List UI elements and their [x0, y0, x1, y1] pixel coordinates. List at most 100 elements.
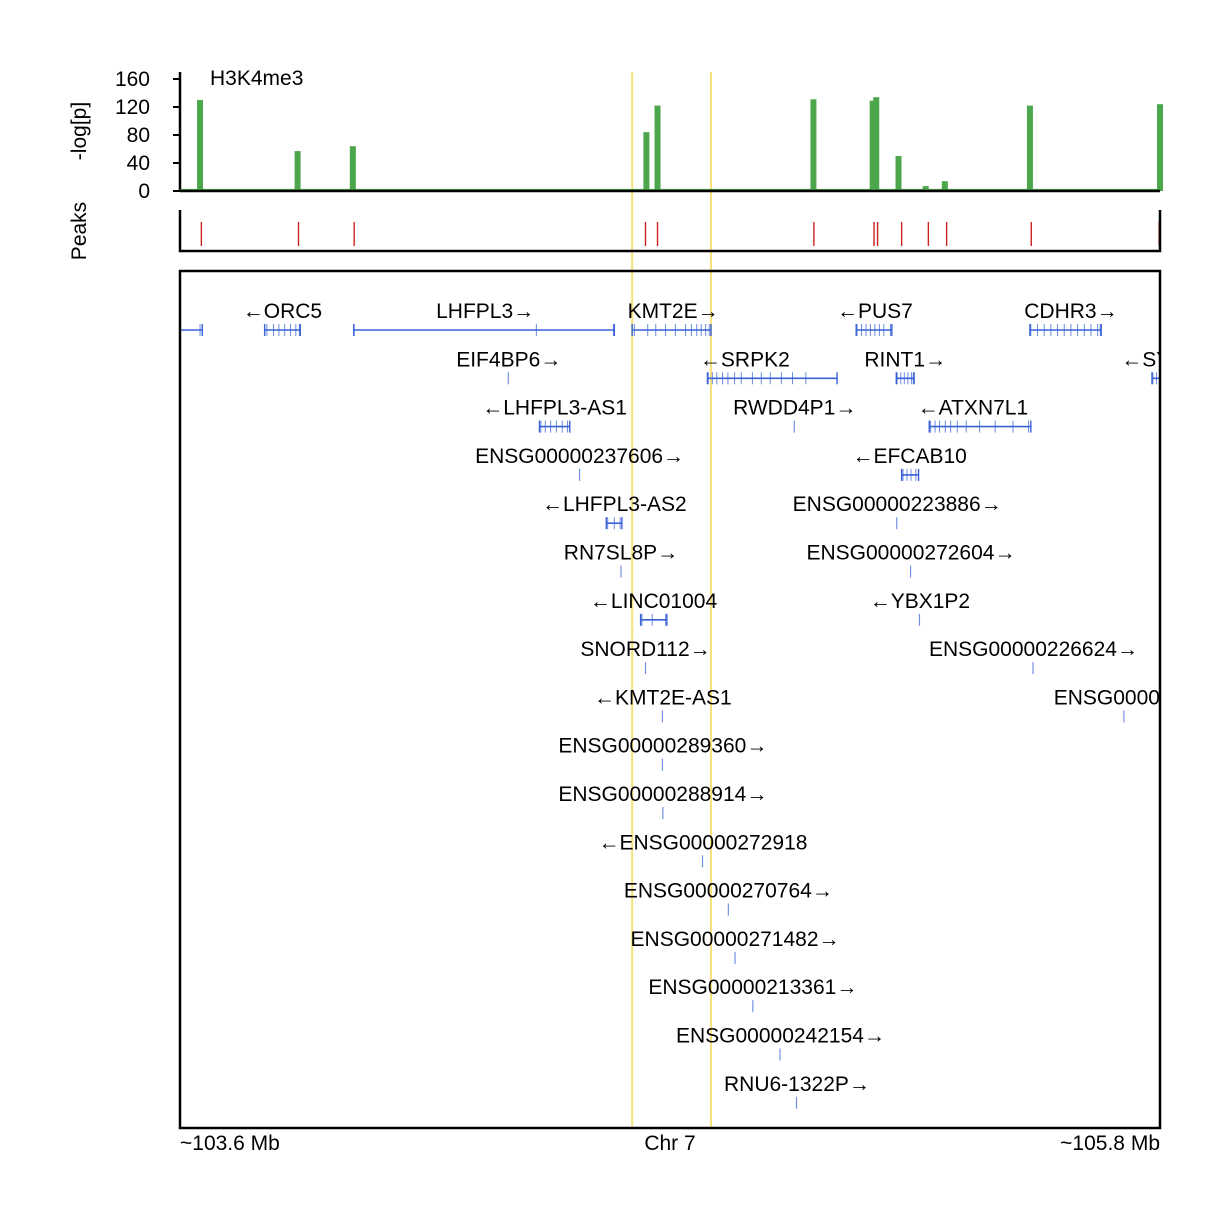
gene-label: ENSG00000242154→	[676, 1025, 885, 1048]
peaks-track-label: Peaks	[68, 202, 91, 260]
gene: ←YBX1P2	[870, 590, 970, 626]
gene-label: ←PUS7	[837, 300, 913, 323]
gene: RWDD4P1→	[733, 397, 856, 433]
x-left-label: ~103.6 Mb	[180, 1132, 280, 1155]
gene: ENSG00000270764→	[624, 880, 833, 916]
gene: LHFPL3→	[353, 300, 616, 336]
signal-peak-bar	[869, 100, 876, 191]
gene-label: KMT2E→	[628, 300, 719, 323]
peak-marks	[200, 222, 1160, 246]
gene: ←SY	[1121, 348, 1170, 385]
gene-label: CDHR3→	[1024, 300, 1117, 323]
gene: ←LINC01004	[590, 590, 718, 626]
gene: ENSG00000289360→	[558, 735, 767, 771]
highlight-bands	[631, 72, 712, 1128]
y-tick-label: 120	[115, 96, 150, 119]
gene-label: SNORD112→	[580, 638, 710, 661]
gene-label: ENSG00000213361→	[648, 976, 857, 999]
gene-label: ENSG00000223886→	[793, 493, 1002, 516]
gene: ←EFCAB10	[852, 445, 967, 481]
gene: ENSG00000226624→	[929, 638, 1138, 675]
gene-label: ENSG00000270764→	[624, 880, 833, 903]
gene: ENSG00000288914→	[558, 783, 767, 819]
gene-label: EIF4BP6→	[456, 348, 561, 371]
gene: SNORD112→	[580, 638, 711, 675]
gene-items: ←ORC5 LHFPL3→ KMT2E→ ←PUS7 CDHR3→ EIF4BP6→ ←SR…	[180, 300, 1170, 1109]
signal-peak-bar	[941, 181, 948, 191]
signal-peak-bar	[349, 146, 356, 191]
gene: ←LHFPL3-AS2	[542, 493, 687, 530]
signal-peak-bar	[810, 99, 817, 191]
signal-ylabel: -log[p]	[68, 102, 91, 160]
gene-label: ←ORC5	[243, 300, 322, 323]
gene: ←SRPK2	[700, 348, 838, 385]
y-tick-label: 40	[127, 152, 150, 175]
gene: ENSG00000242154→	[676, 1025, 885, 1061]
gene: ←ATXN7L1	[918, 397, 1032, 433]
signal-peak-bar	[654, 105, 661, 191]
signal-track: H3K4me3 -log[p] 0 40 80 120 160	[68, 67, 1163, 203]
gene: ENSG00000271482→	[631, 928, 840, 964]
gene-label: ←YBX1P2	[870, 590, 970, 613]
gene-label: ←LHFPL3-AS1	[482, 397, 627, 420]
panel-frames	[178, 189, 1162, 1130]
gene-track: ←ORC5 LHFPL3→ KMT2E→ ←PUS7 CDHR3→ EIF4BP6→ ←SR…	[180, 300, 1170, 1109]
gene-frame	[178, 269, 1162, 1130]
gene-label: ENSG00000226624→	[929, 638, 1138, 661]
gene: ←ENSG00000272918	[598, 831, 807, 868]
gene-label: ENSG00000289360→	[558, 735, 767, 758]
gene-label: RWDD4P1→	[733, 397, 856, 420]
signal-peak-bar	[1157, 104, 1163, 191]
y-tick-label: 80	[127, 124, 150, 147]
gene-label: RN7SL8P→	[564, 542, 678, 565]
gene: ENSG00000223886→	[793, 493, 1002, 530]
signal-peak-bar	[873, 97, 880, 191]
gene: ←PUS7	[837, 300, 913, 336]
y-tick-label: 0	[138, 180, 150, 203]
signal-peak-bar	[294, 151, 301, 191]
gene: ←LHFPL3-AS1	[482, 397, 627, 433]
gene: KMT2E→	[628, 300, 719, 336]
gene: CDHR3→	[1024, 300, 1118, 336]
signal-peak-bar	[895, 156, 902, 191]
gene-label: ←SRPK2	[700, 348, 790, 371]
gene-label: ENSG00000237606→	[475, 445, 684, 468]
gene-label: ENSG00000288914→	[558, 783, 767, 806]
signal-y-axis: 0 40 80 120 160	[115, 68, 182, 203]
x-center-label: Chr 7	[644, 1132, 695, 1155]
gene: EIF4BP6→	[456, 348, 561, 385]
signal-peak-bar	[922, 186, 929, 191]
signal-peak-bar	[197, 100, 204, 191]
peaks-frame	[178, 210, 1162, 253]
gene: ENSG00000213361→	[648, 976, 857, 1013]
gene-label: LHFPL3→	[436, 300, 534, 323]
gene: ←ORC5	[180, 300, 322, 336]
signal-bars	[180, 97, 1163, 191]
gene-label: RINT1→	[864, 348, 946, 371]
gene: ←KMT2E-AS1	[594, 686, 732, 723]
gene-label: ←SY	[1121, 348, 1170, 371]
gene: ENSG0000028	[1054, 686, 1160, 723]
gene	[263, 324, 301, 336]
gene: ENSG00000272604→	[806, 542, 1015, 578]
gene-label: ←ATXN7L1	[918, 397, 1029, 420]
gene-label: ←ENSG00000272918	[598, 831, 807, 854]
gene-label: ←LINC01004	[590, 590, 718, 613]
gene-label: ←EFCAB10	[852, 445, 966, 468]
gene: ENSG00000237606→	[475, 445, 684, 481]
x-right-label: ~105.8 Mb	[1060, 1132, 1160, 1155]
y-tick-label: 160	[115, 68, 150, 91]
gene-label: ←LHFPL3-AS2	[542, 493, 687, 516]
signal-peak-bar	[1026, 105, 1033, 191]
signal-peak-bar	[643, 132, 650, 191]
gene-label: RNU6-1322P→	[724, 1073, 870, 1096]
gene-clip-group: ←ORC5 LHFPL3→ KMT2E→ ←PUS7 CDHR3→ EIF4BP6→ ←SR…	[180, 300, 1170, 1109]
gene: RN7SL8P→	[564, 542, 678, 578]
gene: RINT1→	[864, 348, 946, 385]
gene-label: ←KMT2E-AS1	[594, 686, 732, 709]
gene-label: ENSG00000271482→	[631, 928, 840, 951]
gene: RNU6-1322P→	[724, 1073, 870, 1109]
signal-track-label: H3K4me3	[210, 67, 303, 90]
gene-label: ENSG00000272604→	[806, 542, 1015, 565]
